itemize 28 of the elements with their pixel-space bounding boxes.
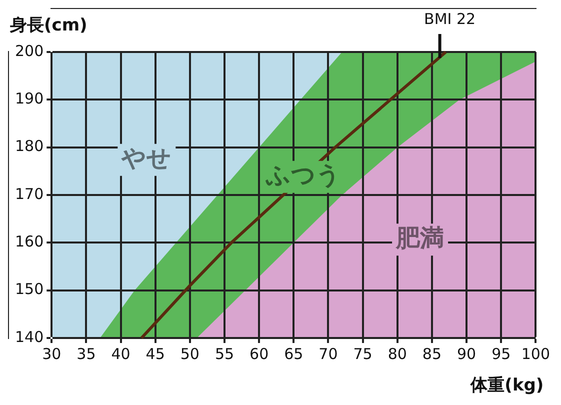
x-tick-label: 70	[318, 344, 338, 363]
y-axis-title: 身長(cm)	[9, 15, 88, 36]
x-tick-label: 95	[492, 344, 511, 363]
y-tick-label: 190	[14, 90, 44, 108]
y-tick-label: 170	[14, 184, 44, 203]
x-tick-label: 85	[422, 344, 442, 363]
y-tick-label: 200	[14, 42, 44, 60]
x-tick-label: 40	[111, 344, 130, 363]
series-label: やせ	[120, 144, 172, 172]
y-tick-label: 160	[14, 232, 44, 251]
y-tick-label: 180	[14, 137, 44, 156]
x-tick-label: 80	[388, 344, 407, 363]
x-tick-label: 90	[456, 344, 476, 363]
x-tick-label: 30	[42, 344, 62, 363]
y-tick-label: 150	[14, 280, 44, 298]
x-tick-label: 60	[250, 344, 269, 363]
x-tick-label: 65	[284, 344, 304, 363]
x-axis-title: 体重(kg)	[470, 375, 544, 396]
x-tick-label: 45	[146, 344, 165, 363]
x-tick-label: 55	[214, 344, 234, 363]
series-label: ふつう	[265, 161, 342, 190]
text: BMI 22	[424, 10, 476, 28]
series-label: 肥満	[395, 224, 444, 252]
x-tick-label: 50	[180, 344, 200, 363]
y-tick-label: 140	[14, 328, 44, 346]
x-tick-label: 35	[76, 344, 96, 363]
x-tick-label: 100	[521, 344, 550, 363]
x-tick-label: 75	[353, 344, 372, 363]
